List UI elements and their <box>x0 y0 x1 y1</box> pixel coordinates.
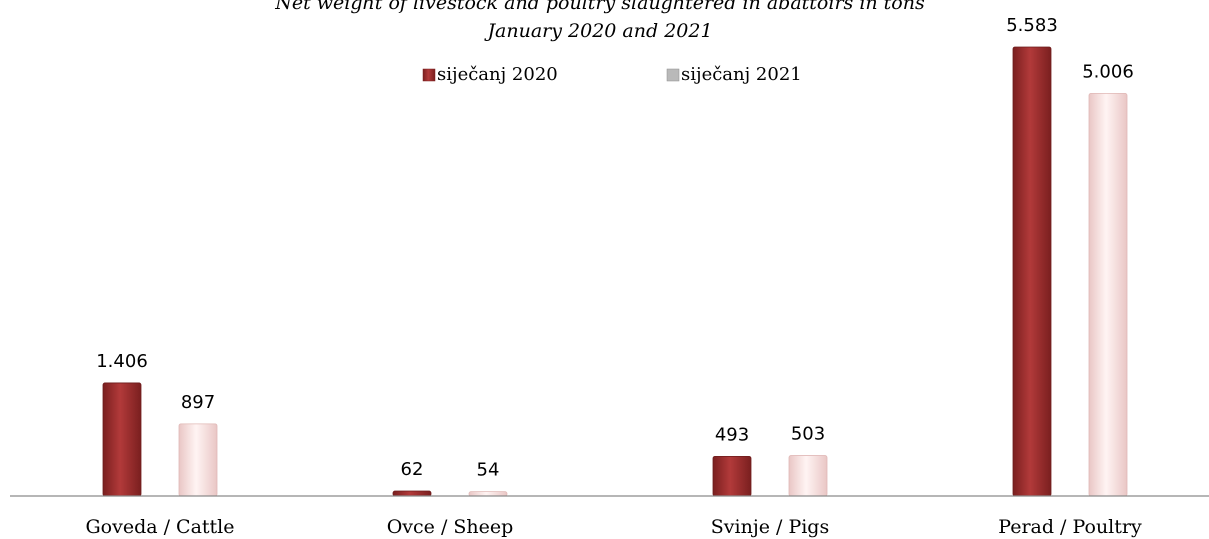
legend-swatch-2021 <box>666 68 680 82</box>
category-label-1: Ovce / Sheep <box>387 516 514 538</box>
chart-subtitle: January 2020 and 2021 <box>483 20 712 42</box>
bar-2021-3 <box>1088 93 1128 497</box>
value-label-2021-1: 54 <box>477 460 500 481</box>
bar-2020-1 <box>392 490 432 497</box>
bar-2020-3 <box>1012 46 1052 497</box>
bars-group <box>102 46 1128 497</box>
bar-2020-2 <box>712 455 752 497</box>
value-label-2020-3: 5.583 <box>1006 15 1058 36</box>
category-label-2: Svinje / Pigs <box>711 516 829 538</box>
value-label-2021-2: 503 <box>791 424 825 445</box>
legend-label-2021: siječanj 2021 <box>681 64 802 85</box>
value-labels-group: 1.406 897 62 54 493 503 5.583 5.006 <box>96 15 1134 481</box>
value-label-2020-2: 493 <box>715 424 749 445</box>
value-label-2020-0: 1.406 <box>96 351 148 372</box>
legend: siječanj 2020 siječanj 2021 <box>422 64 802 85</box>
value-label-2020-1: 62 <box>401 459 424 480</box>
value-label-2021-3: 5.006 <box>1082 61 1134 82</box>
legend-label-2020: siječanj 2020 <box>437 64 558 85</box>
chart-title: Net weight of livestock and poultry slau… <box>274 0 925 14</box>
bar-2021-1 <box>468 491 508 497</box>
legend-swatch-2020 <box>422 68 436 82</box>
bar-2021-2 <box>788 455 828 497</box>
category-label-0: Goveda / Cattle <box>85 516 234 538</box>
category-labels-group: Goveda / Cattle Ovce / Sheep Svinje / Pigs… <box>85 516 1142 538</box>
category-label-3: Perad / Poultry <box>998 516 1142 538</box>
bar-2020-0 <box>102 382 142 497</box>
value-label-2021-0: 897 <box>181 392 215 413</box>
bar-2021-0 <box>178 423 218 497</box>
